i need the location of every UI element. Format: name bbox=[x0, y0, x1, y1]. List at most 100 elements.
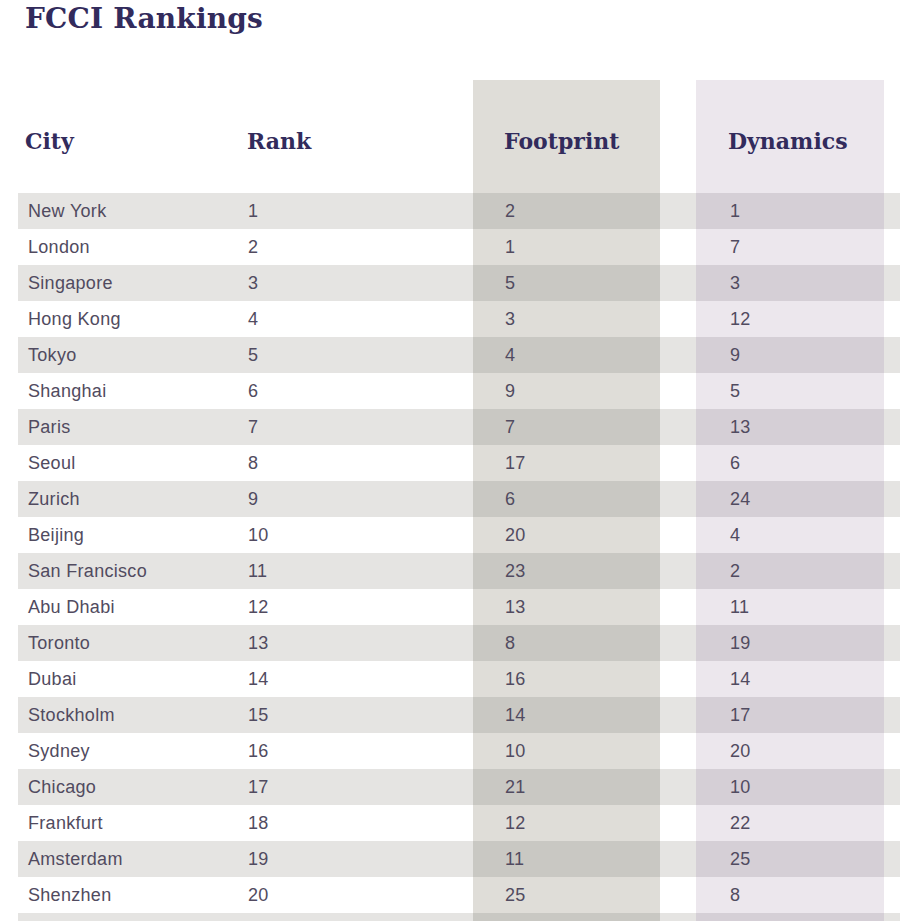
city-cell: Shenzhen bbox=[28, 877, 111, 913]
column-header-rank: Rank bbox=[247, 127, 311, 155]
partial-next-row bbox=[0, 913, 900, 921]
rank-cell: 18 bbox=[248, 805, 269, 841]
dynamics-cell: 25 bbox=[730, 841, 751, 877]
dynamics-cell: 11 bbox=[730, 589, 749, 625]
table-row: Seoul 8 17 6 bbox=[0, 445, 900, 481]
dynamics-cell: 13 bbox=[730, 409, 751, 445]
table-row: Hong Kong 4 3 12 bbox=[0, 301, 900, 337]
footprint-cell: 6 bbox=[505, 481, 515, 517]
city-cell: Amsterdam bbox=[28, 841, 123, 877]
dynamics-cell: 22 bbox=[730, 805, 751, 841]
dynamics-cell: 24 bbox=[730, 481, 751, 517]
rank-cell: 2 bbox=[248, 229, 258, 265]
dynamics-cell: 6 bbox=[730, 445, 740, 481]
city-cell: Sydney bbox=[28, 733, 90, 769]
table-row: Stockholm 15 14 17 bbox=[0, 697, 900, 733]
rank-cell: 10 bbox=[248, 517, 269, 553]
city-cell: Paris bbox=[28, 409, 71, 445]
column-header-city: City bbox=[25, 127, 74, 155]
city-cell: Tokyo bbox=[28, 337, 77, 373]
column-header-dynamics: Dynamics bbox=[728, 127, 848, 155]
rank-cell: 11 bbox=[248, 553, 267, 589]
table-row: Dubai 14 16 14 bbox=[0, 661, 900, 697]
footprint-cell: 14 bbox=[505, 697, 526, 733]
table-row: Sydney 16 10 20 bbox=[0, 733, 900, 769]
dynamics-cell: 9 bbox=[730, 337, 740, 373]
table-row: Paris 7 7 13 bbox=[0, 409, 900, 445]
city-cell: Beijing bbox=[28, 517, 84, 553]
rank-cell: 19 bbox=[248, 841, 269, 877]
dynamics-cell: 7 bbox=[730, 229, 740, 265]
city-cell: Toronto bbox=[28, 625, 90, 661]
city-cell: Hong Kong bbox=[28, 301, 121, 337]
rank-cell: 9 bbox=[248, 481, 258, 517]
rank-cell: 8 bbox=[248, 445, 258, 481]
dynamics-cell: 3 bbox=[730, 265, 740, 301]
footprint-cell: 16 bbox=[505, 661, 526, 697]
dynamics-cell: 5 bbox=[730, 373, 740, 409]
footprint-cell: 2 bbox=[505, 193, 515, 229]
footprint-cell: 4 bbox=[505, 337, 515, 373]
rank-cell: 12 bbox=[248, 589, 269, 625]
dynamics-cell: 8 bbox=[730, 877, 740, 913]
rank-cell: 1 bbox=[248, 193, 258, 229]
table-row: Singapore 3 5 3 bbox=[0, 265, 900, 301]
page-title: FCCI Rankings bbox=[25, 0, 263, 38]
table-row: San Francisco 11 23 2 bbox=[0, 553, 900, 589]
city-cell: Frankfurt bbox=[28, 805, 103, 841]
rank-cell: 20 bbox=[248, 877, 269, 913]
city-cell: Dubai bbox=[28, 661, 77, 697]
city-cell: London bbox=[28, 229, 90, 265]
dynamics-cell: 14 bbox=[730, 661, 751, 697]
footprint-cell: 12 bbox=[505, 805, 526, 841]
footprint-cell: 8 bbox=[505, 625, 515, 661]
table-row: Abu Dhabi 12 13 11 bbox=[0, 589, 900, 625]
table-row: Shenzhen 20 25 8 bbox=[0, 877, 900, 913]
footprint-cell: 11 bbox=[505, 841, 524, 877]
table-row: Amsterdam 19 11 25 bbox=[0, 841, 900, 877]
city-cell: Stockholm bbox=[28, 697, 115, 733]
dynamics-cell: 19 bbox=[730, 625, 751, 661]
city-cell: Chicago bbox=[28, 769, 96, 805]
footprint-cell: 13 bbox=[505, 589, 526, 625]
table-row: Chicago 17 21 10 bbox=[0, 769, 900, 805]
rank-cell: 4 bbox=[248, 301, 258, 337]
rank-cell: 7 bbox=[248, 409, 258, 445]
rank-cell: 13 bbox=[248, 625, 269, 661]
rank-cell: 15 bbox=[248, 697, 269, 733]
dynamics-cell: 17 bbox=[730, 697, 751, 733]
city-cell: New York bbox=[28, 193, 106, 229]
table-row: Shanghai 6 9 5 bbox=[0, 373, 900, 409]
dynamics-cell: 10 bbox=[730, 769, 751, 805]
footprint-cell: 17 bbox=[505, 445, 526, 481]
rank-cell: 6 bbox=[248, 373, 258, 409]
city-cell: Abu Dhabi bbox=[28, 589, 115, 625]
city-cell: Singapore bbox=[28, 265, 113, 301]
city-cell: San Francisco bbox=[28, 553, 147, 589]
footprint-cell: 1 bbox=[505, 229, 515, 265]
footprint-cell: 21 bbox=[505, 769, 526, 805]
table-row: Zurich 9 6 24 bbox=[0, 481, 900, 517]
dynamics-cell: 12 bbox=[730, 301, 751, 337]
dynamics-cell: 1 bbox=[730, 193, 740, 229]
footprint-cell: 3 bbox=[505, 301, 515, 337]
footprint-cell: 7 bbox=[505, 409, 515, 445]
rank-cell: 14 bbox=[248, 661, 269, 697]
footprint-cell: 23 bbox=[505, 553, 526, 589]
footprint-cell: 25 bbox=[505, 877, 526, 913]
table-row: Beijing 10 20 4 bbox=[0, 517, 900, 553]
column-header-footprint: Footprint bbox=[504, 127, 619, 155]
footprint-cell: 9 bbox=[505, 373, 515, 409]
footprint-cell: 20 bbox=[505, 517, 526, 553]
footprint-cell: 10 bbox=[505, 733, 526, 769]
city-cell: Seoul bbox=[28, 445, 76, 481]
city-cell: Zurich bbox=[28, 481, 80, 517]
table-row: London 2 1 7 bbox=[0, 229, 900, 265]
footprint-cell: 5 bbox=[505, 265, 515, 301]
dynamics-cell: 4 bbox=[730, 517, 740, 553]
rank-cell: 3 bbox=[248, 265, 258, 301]
rank-cell: 17 bbox=[248, 769, 269, 805]
dynamics-cell: 20 bbox=[730, 733, 751, 769]
table-row: Toronto 13 8 19 bbox=[0, 625, 900, 661]
dynamics-cell: 2 bbox=[730, 553, 740, 589]
